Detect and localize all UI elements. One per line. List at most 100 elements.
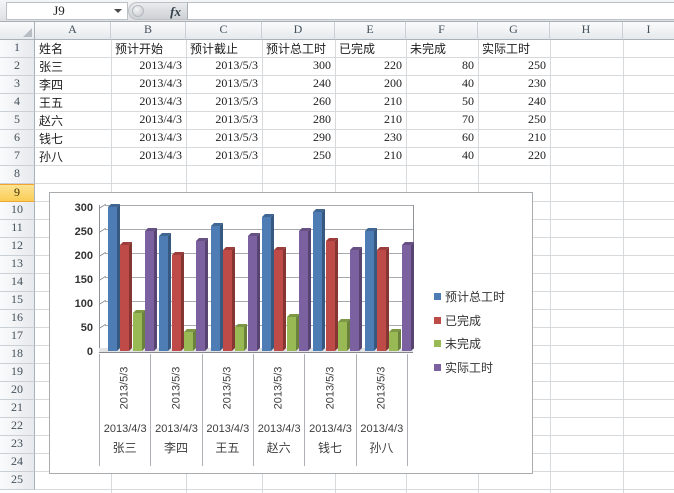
row-header-12[interactable]: 12 (0, 238, 35, 256)
row-header-15[interactable]: 15 (0, 292, 35, 310)
insert-function-button[interactable]: fx (128, 2, 188, 20)
cell-C4[interactable]: 2013/5/3 (215, 94, 258, 108)
row-header-24[interactable]: 24 (0, 454, 35, 472)
cell-D4[interactable]: 260 (313, 94, 331, 108)
cell-F3[interactable]: 40 (462, 76, 474, 90)
column-header-G[interactable]: G (478, 22, 550, 40)
chart-bar-未完成-孙八[interactable] (389, 329, 402, 351)
chart-bar-已完成-王五[interactable] (222, 247, 235, 351)
cell-B3[interactable]: 2013/4/3 (139, 76, 182, 90)
cell-E6[interactable]: 230 (384, 130, 402, 144)
row-header-21[interactable]: 21 (0, 400, 35, 418)
cell-A4[interactable]: 王五 (39, 96, 64, 110)
row-header-9[interactable]: 9 (0, 184, 35, 202)
cell-D7[interactable]: 250 (313, 148, 331, 162)
cell-G7[interactable]: 220 (528, 148, 546, 162)
chevron-down-icon[interactable] (114, 9, 122, 13)
row-header-16[interactable]: 16 (0, 310, 35, 328)
legend-item-实际工时[interactable]: 实际工时 (434, 360, 493, 375)
cell-A2[interactable]: 张三 (39, 60, 64, 74)
chart-bar-未完成-李四[interactable] (183, 329, 196, 351)
cell-F2[interactable]: 80 (462, 58, 474, 72)
legend-item-已完成[interactable]: 已完成 (434, 313, 481, 328)
row-header-20[interactable]: 20 (0, 382, 35, 400)
row-header-6[interactable]: 6 (0, 130, 35, 148)
row-header-10[interactable]: 10 (0, 202, 35, 220)
column-header-B[interactable]: B (111, 22, 186, 40)
cell-F1[interactable]: 未完成 (410, 42, 447, 56)
column-header-D[interactable]: D (262, 22, 335, 40)
cell-G4[interactable]: 240 (528, 94, 546, 108)
chart-bar-已完成-赵六[interactable] (274, 247, 287, 351)
cell-A6[interactable]: 钱七 (39, 132, 64, 146)
row-header-1[interactable]: 1 (0, 40, 35, 58)
row-header-7[interactable]: 7 (0, 148, 35, 166)
cell-A7[interactable]: 孙八 (39, 150, 64, 164)
row-header-14[interactable]: 14 (0, 274, 35, 292)
chart-bar-实际工时-李四[interactable] (196, 238, 209, 351)
row-header-5[interactable]: 5 (0, 112, 35, 130)
column-header-I[interactable]: I (623, 22, 674, 40)
cell-E1[interactable]: 已完成 (339, 42, 376, 56)
cell-C6[interactable]: 2013/5/3 (215, 130, 258, 144)
row-header-17[interactable]: 17 (0, 328, 35, 346)
row-header-4[interactable]: 4 (0, 94, 35, 112)
chart-bar-已完成-孙八[interactable] (376, 247, 389, 351)
chart-bar-已完成-钱七[interactable] (325, 238, 338, 351)
chart-bar-预计总工时-李四[interactable] (159, 233, 172, 351)
row-header-19[interactable]: 19 (0, 364, 35, 382)
chart-bar-实际工时-赵六[interactable] (298, 228, 311, 351)
chart-bar-实际工时-钱七[interactable] (350, 247, 363, 351)
cell-B6[interactable]: 2013/4/3 (139, 130, 182, 144)
cell-E5[interactable]: 210 (384, 112, 402, 126)
cell-G3[interactable]: 230 (528, 76, 546, 90)
select-all-button[interactable] (0, 22, 35, 40)
cell-A3[interactable]: 李四 (39, 78, 64, 92)
cell-C7[interactable]: 2013/5/3 (215, 148, 258, 162)
chart-bar-未完成-赵六[interactable] (286, 314, 299, 351)
column-header-F[interactable]: F (406, 22, 478, 40)
column-header-H[interactable]: H (550, 22, 623, 40)
cell-F7[interactable]: 40 (462, 148, 474, 162)
chart-bar-已完成-张三[interactable] (120, 242, 133, 351)
cell-D3[interactable]: 240 (313, 76, 331, 90)
cell-D1[interactable]: 预计总工时 (266, 42, 327, 56)
cell-B4[interactable]: 2013/4/3 (139, 94, 182, 108)
embedded-chart[interactable]: 0 50 100 150 200 250 300 2013/5/3 2013/4/3 张三 2013… (49, 192, 533, 474)
row-header-23[interactable]: 23 (0, 436, 35, 454)
chart-bar-实际工时-孙八[interactable] (401, 242, 414, 351)
cell-G6[interactable]: 210 (528, 130, 546, 144)
column-header-A[interactable]: A (35, 22, 111, 40)
chart-bar-已完成-李四[interactable] (171, 252, 184, 351)
cell-E3[interactable]: 200 (384, 76, 402, 90)
row-header-13[interactable]: 13 (0, 256, 35, 274)
cell-G5[interactable]: 250 (528, 112, 546, 126)
cell-G2[interactable]: 250 (528, 58, 546, 72)
chart-bar-预计总工时-张三[interactable] (108, 204, 120, 351)
row-header-2[interactable]: 2 (0, 58, 35, 76)
cell-F6[interactable]: 60 (462, 130, 474, 144)
legend-item-预计总工时[interactable]: 预计总工时 (434, 289, 505, 304)
row-header-11[interactable]: 11 (0, 220, 35, 238)
cell-C1[interactable]: 预计截止 (190, 42, 239, 56)
formula-input[interactable] (188, 2, 674, 20)
cell-C2[interactable]: 2013/5/3 (215, 58, 258, 72)
column-header-E[interactable]: E (335, 22, 406, 40)
legend-item-未完成[interactable]: 未完成 (434, 336, 481, 351)
chart-bar-未完成-张三[interactable] (132, 310, 145, 351)
chart-bar-实际工时-王五[interactable] (247, 233, 260, 351)
cell-B2[interactable]: 2013/4/3 (139, 58, 182, 72)
cell-B5[interactable]: 2013/4/3 (139, 112, 182, 126)
cell-D5[interactable]: 280 (313, 112, 331, 126)
chart-bar-预计总工时-孙八[interactable] (364, 228, 377, 351)
row-header-22[interactable]: 22 (0, 418, 35, 436)
cell-B7[interactable]: 2013/4/3 (139, 148, 182, 162)
cell-A5[interactable]: 赵六 (39, 114, 64, 128)
cell-F4[interactable]: 50 (462, 94, 474, 108)
column-header-C[interactable]: C (186, 22, 262, 40)
cell-G1[interactable]: 实际工时 (482, 42, 531, 56)
cell-C5[interactable]: 2013/5/3 (215, 112, 258, 126)
name-box[interactable]: J9 (6, 2, 128, 20)
row-header-3[interactable]: 3 (0, 76, 35, 94)
cell-A1[interactable]: 姓名 (39, 42, 64, 56)
